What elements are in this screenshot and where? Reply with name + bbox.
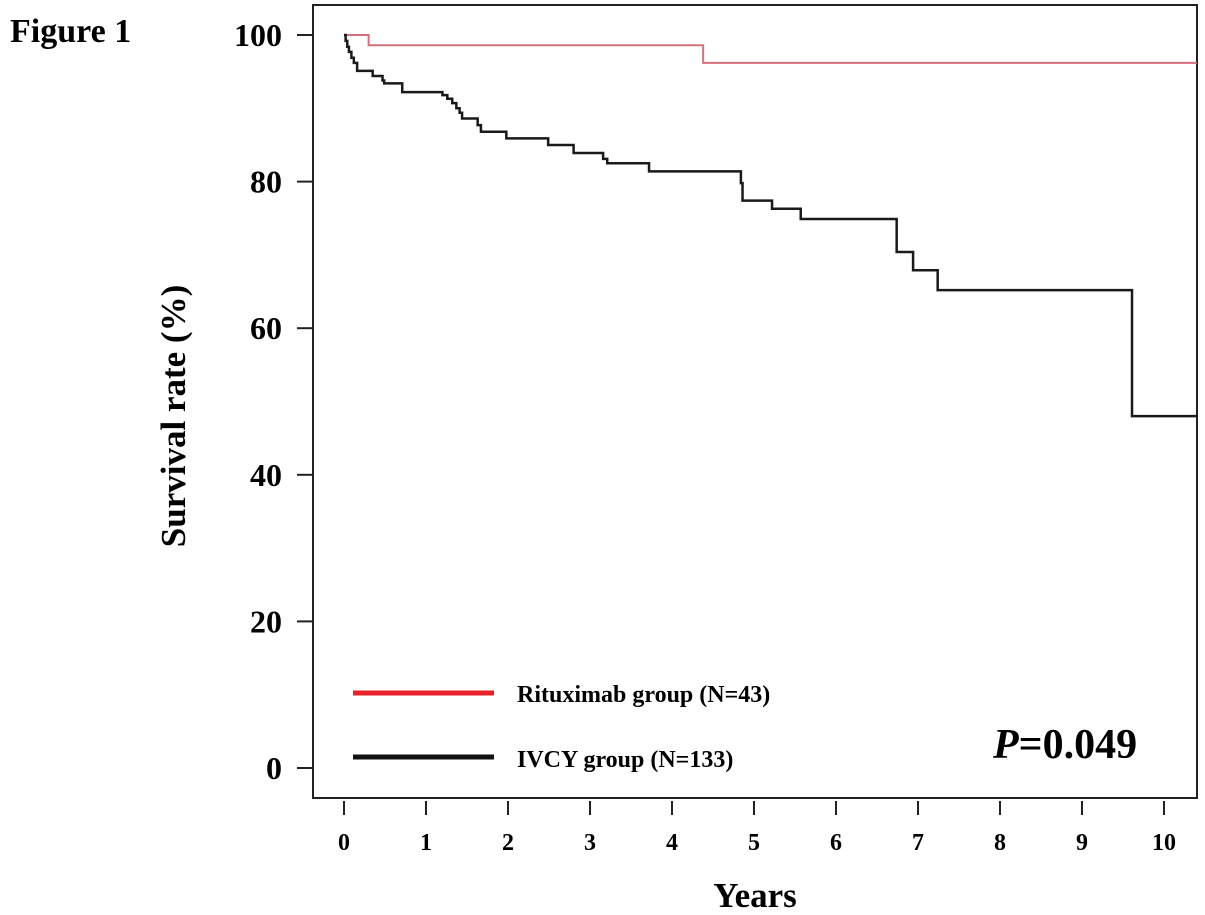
x-tick-label-9: 9 [1076, 830, 1088, 856]
y-tick-label-80: 80 [250, 164, 282, 200]
x-tick-label-8: 8 [994, 830, 1006, 856]
curve-ivcy [344, 33, 1197, 418]
x-tick-label-3: 3 [584, 830, 596, 856]
y-axis-title: Survival rate (%) [154, 285, 193, 547]
x-tick-label-0: 0 [338, 830, 350, 856]
y-tick-label-40: 40 [250, 457, 282, 493]
p-value-number: =0.049 [1019, 722, 1137, 768]
figure-label: Figure 1 [10, 13, 131, 50]
legend: Rituximab group (N=43) IVCY group (N=133… [353, 682, 770, 773]
x-tick-label-4: 4 [666, 830, 678, 856]
x-tick-label-10: 10 [1152, 830, 1176, 856]
curve-rituximab [344, 34, 1197, 64]
legend-label-rituximab: Rituximab group (N=43) [517, 682, 770, 708]
plot-frame [312, 4, 1198, 799]
x-tick-label-6: 6 [830, 830, 842, 856]
p-value-symbol: P [992, 722, 1019, 768]
x-tick-label-5: 5 [748, 830, 760, 856]
survival-curves [344, 33, 1197, 418]
x-tick-label-2: 2 [502, 830, 514, 856]
y-axis-ticks: 0 20 40 60 80 100 [234, 17, 313, 786]
legend-label-ivcy: IVCY group (N=133) [517, 747, 733, 773]
p-value-annotation: P=0.049 [992, 722, 1137, 768]
x-axis-title: Years [713, 876, 797, 915]
y-tick-label-60: 60 [250, 310, 282, 346]
y-tick-label-0: 0 [266, 750, 282, 786]
x-tick-label-1: 1 [420, 830, 432, 856]
y-tick-label-100: 100 [234, 17, 282, 53]
y-tick-label-20: 20 [250, 603, 282, 639]
x-axis-ticks: 0 1 2 3 4 5 6 7 8 9 10 [338, 801, 1176, 856]
x-tick-label-7: 7 [912, 830, 924, 856]
